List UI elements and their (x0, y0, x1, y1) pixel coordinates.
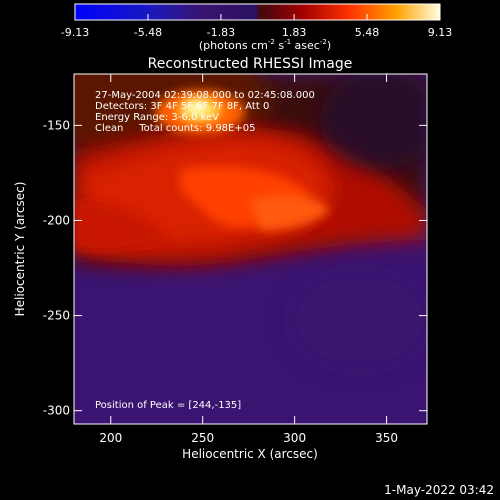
colorbar-tick-label: -1.83 (207, 26, 235, 39)
axis-ticks: 200 250 300 350 -150 -200 -250 -300 (43, 74, 427, 445)
y-tick-label: -150 (43, 118, 70, 132)
x-tick-label: 200 (99, 431, 122, 445)
plot-frame (73, 73, 428, 425)
colorbar-unit: (photons cm-2 s-1 asec-2) (199, 38, 331, 52)
annotation-detectors: Detectors: 3F 4F 5F 6F 7F 8F, Att 0 (95, 101, 269, 112)
y-tick-label: -300 (43, 404, 70, 418)
y-axis-label: Heliocentric Y (arcsec) (13, 182, 27, 317)
annotation-energy-range: Energy Range: 3-6.0 keV (95, 112, 219, 123)
colorbar (74, 3, 441, 21)
annotation-total-counts: Clean Total counts: 9.98E+05 (95, 123, 255, 134)
colorbar-tick-label: 5.48 (355, 26, 380, 39)
colorbar-tick-label: 1.83 (282, 26, 307, 39)
heatmap-image (74, 74, 427, 424)
x-tick-label: 250 (191, 431, 214, 445)
colorbar-tick-label: 9.13 (428, 26, 453, 39)
peak-position-label: Position of Peak = [244,-135] (95, 400, 241, 411)
y-tick-label: -200 (43, 213, 70, 227)
x-axis-label: Heliocentric X (arcsec) (182, 447, 318, 461)
x-tick-label: 300 (283, 431, 306, 445)
chart-title: Reconstructed RHESSI Image (148, 56, 353, 72)
y-tick-label: -250 (43, 309, 70, 323)
footer-date: 1-May-2022 03:42 (384, 483, 494, 497)
x-tick-label: 350 (375, 431, 398, 445)
colorbar-ticks: -9.13 -5.48 -1.83 1.83 5.48 9.13 (61, 14, 452, 39)
colorbar-tick-label: -5.48 (134, 26, 162, 39)
colorbar-tick-label: -9.13 (61, 26, 89, 39)
annotation-time-range: 27-May-2004 02:39:08.000 to 02:45:08.000 (95, 90, 315, 101)
